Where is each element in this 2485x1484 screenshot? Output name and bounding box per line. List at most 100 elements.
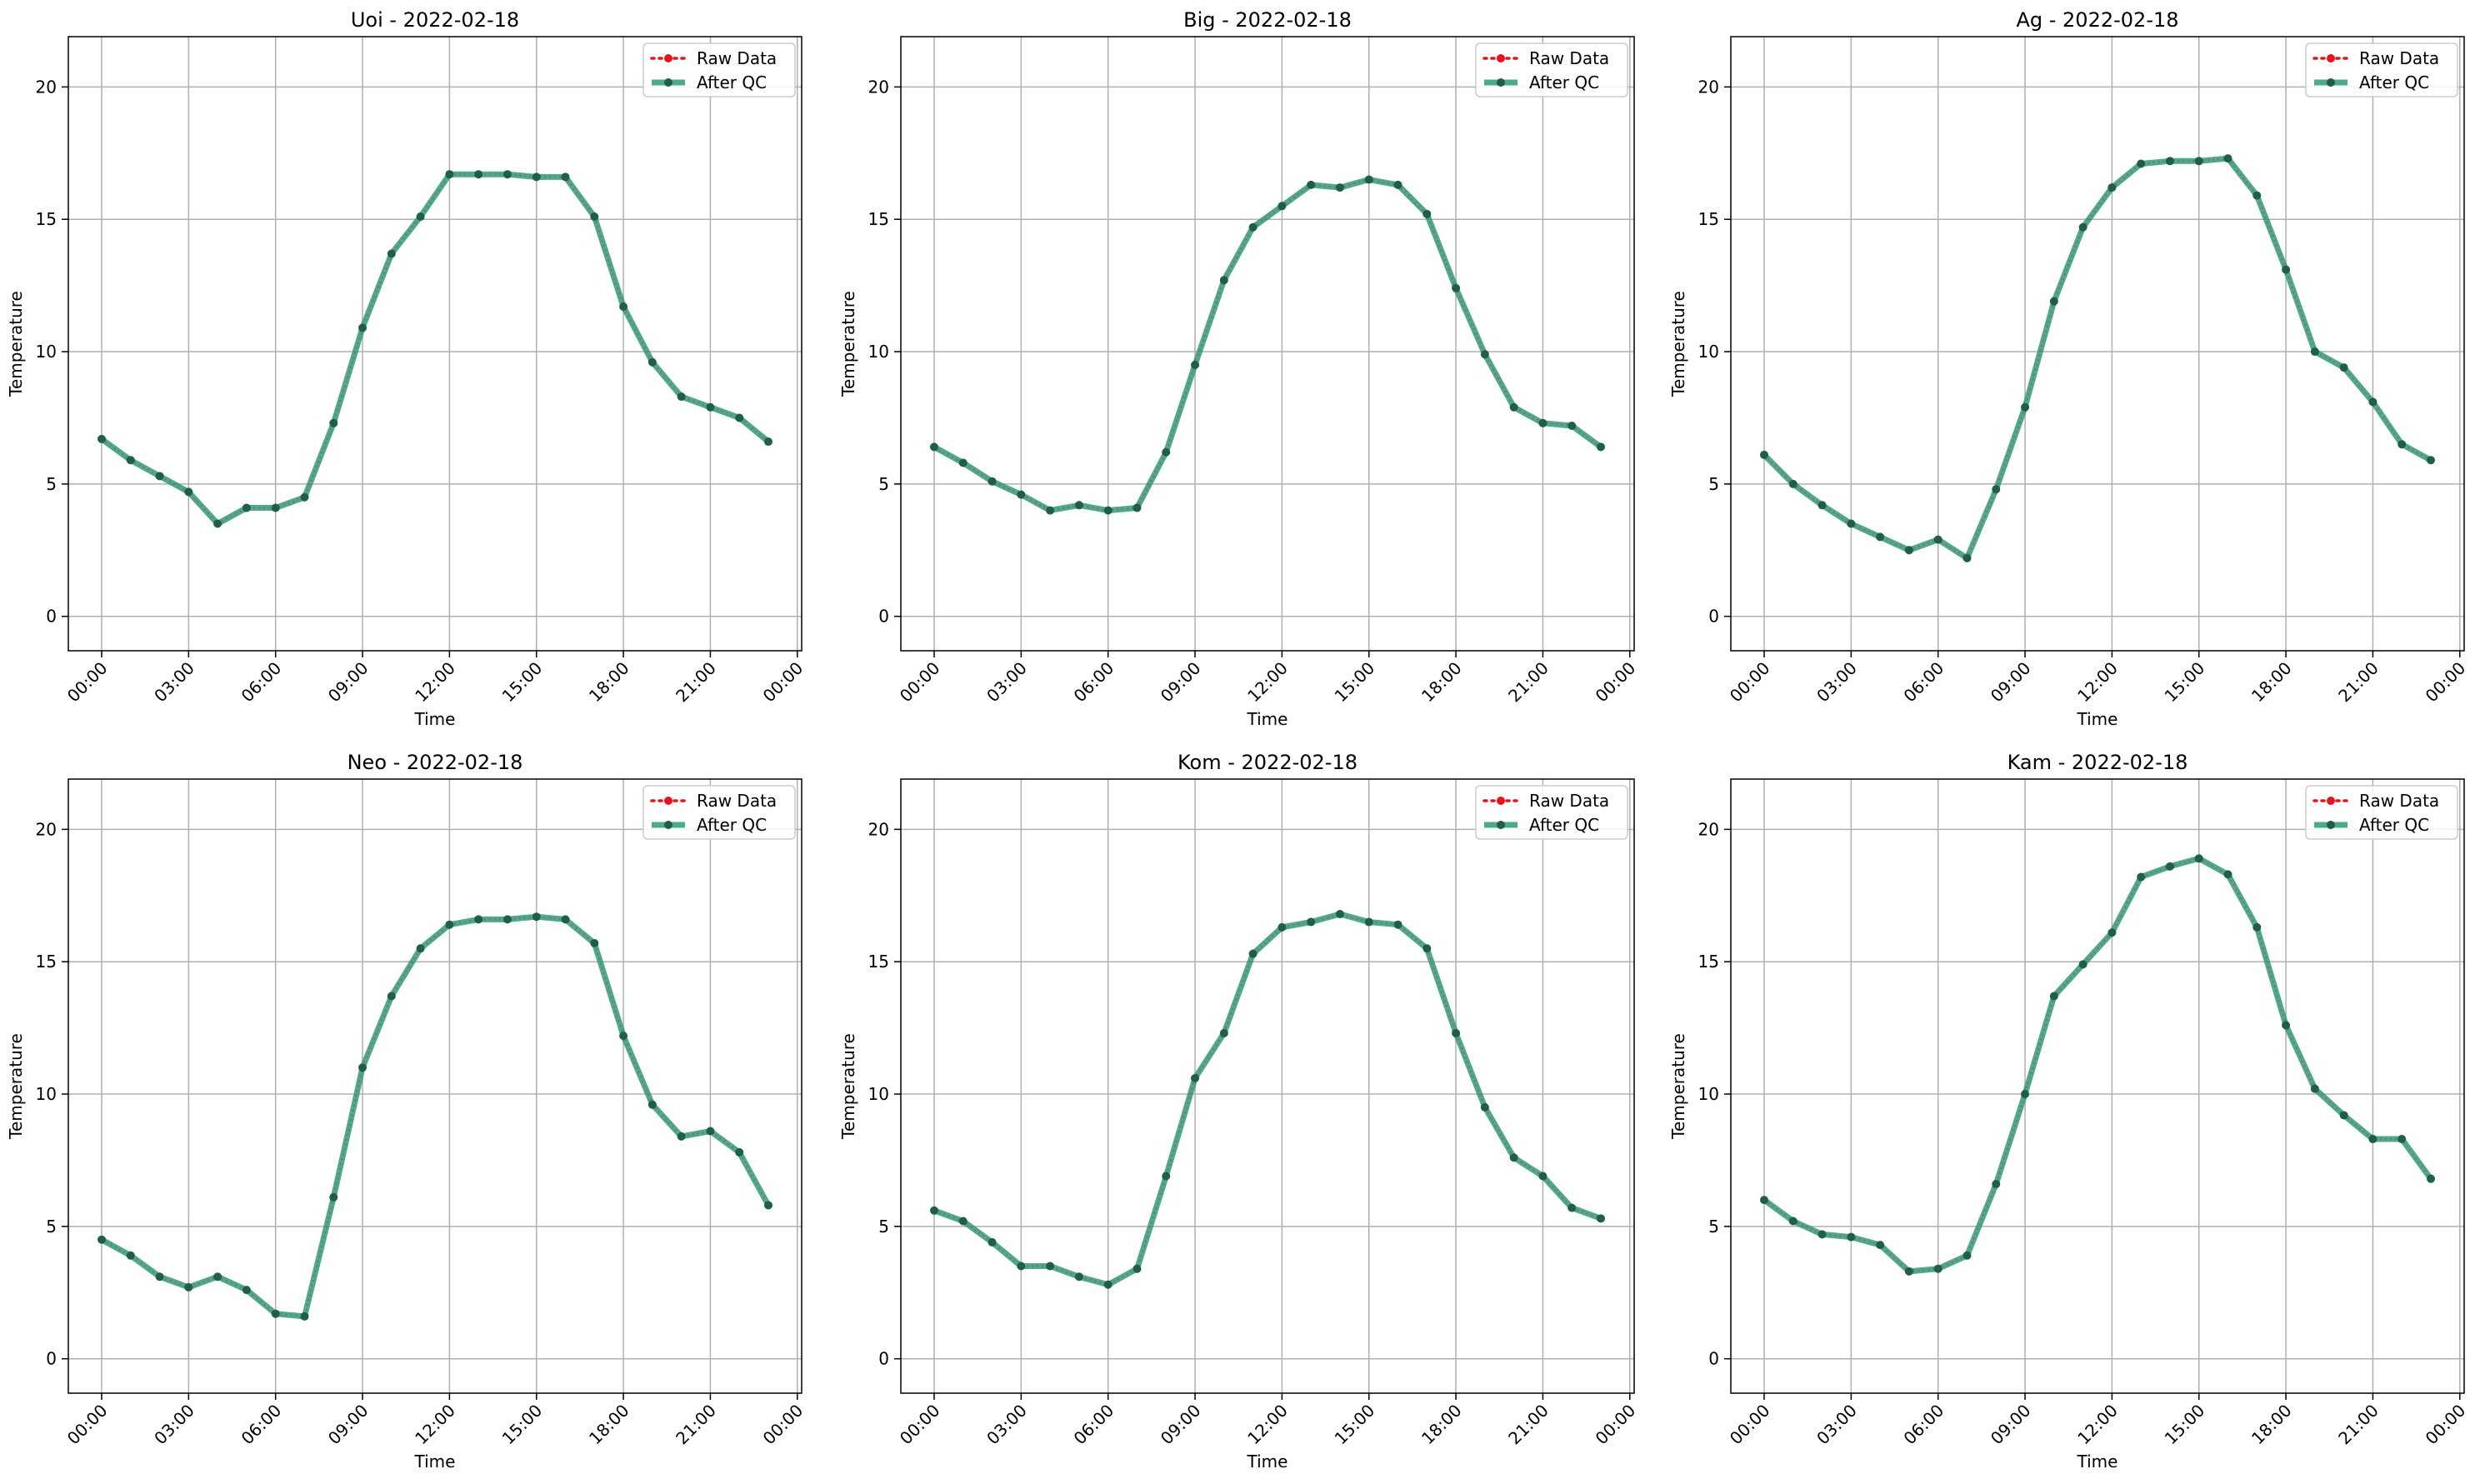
- x-tick-label: 06:00: [1900, 1401, 1948, 1449]
- x-tick-label: 18:00: [585, 658, 633, 707]
- after-qc-point: [1933, 535, 1942, 544]
- legend-qc-marker: [1497, 78, 1505, 87]
- subplot-title: Ag - 2022-02-18: [2016, 8, 2178, 32]
- after-qc-point: [619, 302, 628, 312]
- x-tick-label: 00:00: [1726, 658, 1774, 707]
- x-tick-label: 00:00: [63, 1401, 112, 1449]
- after-qc-point: [1103, 506, 1112, 515]
- after-qc-point: [387, 249, 396, 258]
- x-tick-label: 03:00: [1812, 1401, 1861, 1449]
- legend-qc-marker: [664, 821, 672, 829]
- x-tick-label: 21:00: [672, 658, 720, 707]
- after-qc-point: [2078, 222, 2088, 232]
- after-qc-point: [1962, 1251, 1972, 1260]
- after-qc-point: [387, 992, 396, 1001]
- plot-area: [901, 37, 1634, 651]
- legend: Raw Data After QC: [2305, 785, 2458, 840]
- x-tick-label: 15:00: [498, 1401, 547, 1449]
- after-qc-point: [1335, 910, 1344, 919]
- x-tick-label: 18:00: [2248, 658, 2296, 707]
- after-qc-point: [1876, 1241, 1885, 1250]
- plot-area: [1731, 37, 2464, 651]
- x-tick-label: 18:00: [1418, 1401, 1466, 1449]
- after-qc-point: [1904, 1267, 1913, 1276]
- after-qc-point: [1364, 175, 1373, 184]
- after-qc-point: [764, 1201, 772, 1210]
- x-tick-label: 15:00: [2161, 1401, 2209, 1449]
- subplot-title: Uoi - 2022-02-18: [351, 8, 519, 32]
- x-tick-label: 21:00: [672, 1401, 720, 1449]
- after-qc-point: [474, 915, 483, 924]
- x-tick-label: 00:00: [1592, 658, 1640, 707]
- series-after-qc-line: [931, 911, 1604, 1288]
- after-qc-point: [329, 1192, 338, 1202]
- after-qc-point: [677, 1132, 686, 1141]
- series-after-qc-line: [98, 171, 772, 527]
- after-qc-point: [474, 170, 483, 179]
- x-tick-label: 12:00: [2073, 658, 2122, 707]
- y-tick-label: 20: [1698, 819, 1719, 839]
- x-axis-label: Time: [2077, 709, 2118, 729]
- after-qc-point: [2194, 854, 2203, 863]
- series-after-qc-line: [931, 177, 1604, 514]
- after-qc-point: [1760, 450, 1768, 459]
- legend-raw-label: Raw Data: [697, 48, 777, 68]
- y-tick-label: 0: [1708, 1349, 1719, 1369]
- legend-raw-marker: [1497, 797, 1505, 805]
- after-qc-point: [98, 1235, 106, 1244]
- after-qc-point: [1538, 418, 1548, 427]
- x-tick-label: 09:00: [1987, 658, 2035, 707]
- after-qc-point: [1452, 283, 1461, 292]
- after-qc-point: [648, 357, 657, 367]
- after-qc-point: [1452, 1028, 1461, 1037]
- series-after-qc-line: [1761, 155, 2434, 562]
- after-qc-point: [1132, 1264, 1142, 1273]
- after-qc-point: [1393, 180, 1402, 189]
- after-qc-point: [958, 458, 968, 467]
- x-tick-label: 03:00: [150, 658, 198, 707]
- y-tick-label: 20: [1698, 77, 1719, 97]
- subplot-2: 00:00 03:00 06:00 09:00 12:00 15:00 18:00 21:00…: [838, 8, 1639, 729]
- after-qc-point: [1017, 1262, 1026, 1271]
- x-tick-label: 06:00: [238, 658, 286, 707]
- after-qc-point: [2310, 347, 2319, 357]
- legend-qc-label: After QC: [697, 815, 767, 835]
- y-tick-label: 5: [1708, 1217, 1719, 1237]
- after-qc-point: [988, 477, 997, 486]
- after-qc-point: [735, 413, 744, 422]
- after-qc-point: [1335, 183, 1344, 192]
- after-qc-point: [1597, 442, 1605, 452]
- x-axis-label: Time: [1247, 1452, 1288, 1472]
- x-tick-label: 12:00: [411, 658, 459, 707]
- y-axis-label: Temperature: [838, 1033, 858, 1140]
- x-tick-label: 09:00: [1157, 1401, 1205, 1449]
- after-qc-point: [930, 442, 938, 452]
- after-qc-point: [1162, 447, 1171, 457]
- y-tick-label: 10: [1698, 342, 1719, 362]
- legend-raw-label: Raw Data: [1529, 791, 1609, 811]
- legend-qc-marker: [664, 78, 672, 87]
- y-axis-label: Temperature: [6, 1033, 26, 1140]
- after-qc-point: [1568, 421, 1577, 430]
- y-tick-label: 15: [1698, 952, 1719, 972]
- x-tick-label: 03:00: [150, 1401, 198, 1449]
- after-qc-point: [2398, 1135, 2407, 1144]
- x-tick-label: 00:00: [759, 658, 808, 707]
- x-tick-label: 00:00: [63, 658, 112, 707]
- axes-frame: [900, 778, 1635, 1394]
- legend: Raw Data After QC: [1475, 42, 1628, 97]
- plot-area: [901, 779, 1634, 1393]
- x-tick-label: 18:00: [585, 1401, 633, 1449]
- after-qc-point: [1074, 501, 1083, 510]
- after-qc-point: [619, 1032, 628, 1041]
- legend-qc-marker: [2327, 78, 2335, 87]
- legend-qc-label: After QC: [1529, 72, 1599, 92]
- after-qc-point: [1132, 503, 1142, 512]
- y-tick-label: 0: [46, 607, 57, 627]
- after-qc-point: [1307, 180, 1316, 189]
- after-qc-point: [1364, 917, 1373, 927]
- x-axis-label: Time: [414, 709, 456, 729]
- x-tick-label: 12:00: [411, 1401, 459, 1449]
- after-qc-point: [2368, 397, 2378, 407]
- subplot-1: 00:00 03:00 06:00 09:00 12:00 15:00 18:00 21:00…: [6, 8, 807, 729]
